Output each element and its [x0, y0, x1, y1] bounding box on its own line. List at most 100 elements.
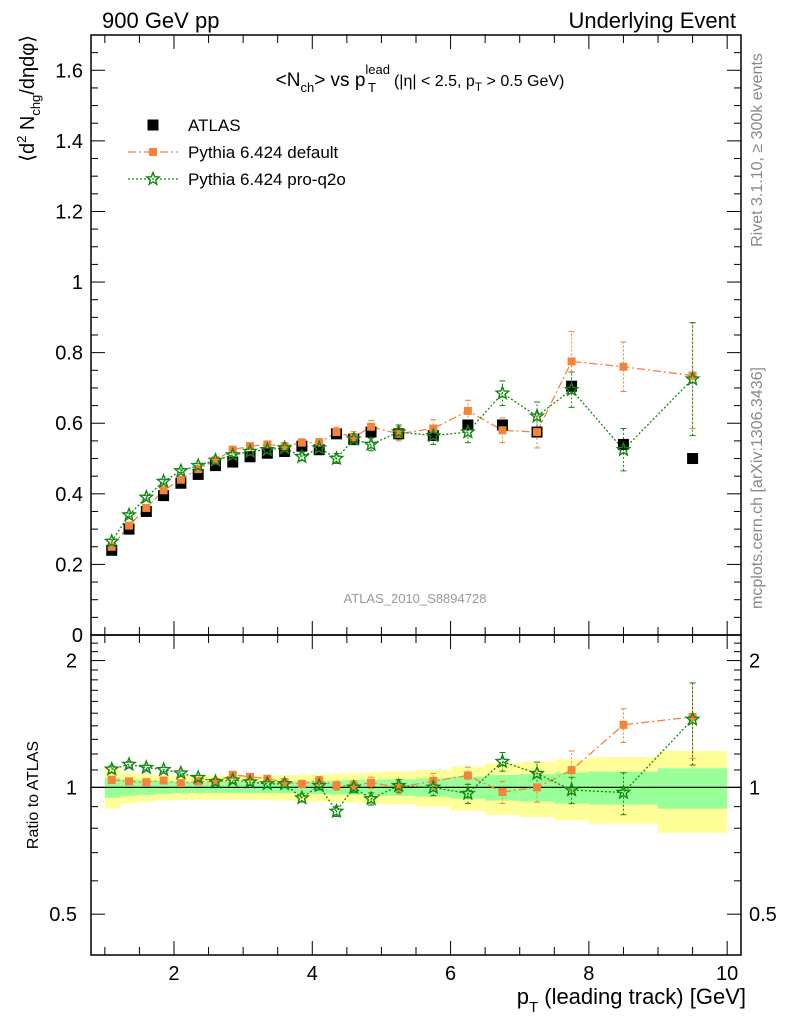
data-point-pythia-proq2o	[138, 488, 155, 505]
data-point-atlas	[365, 426, 377, 438]
data-point-atlas	[313, 444, 325, 456]
ratio-point-pythia-default	[533, 783, 542, 792]
data-point-pythia-proq2o	[242, 443, 259, 459]
data-point-pythia-proq2o	[103, 533, 120, 549]
data-point-pythia-default	[688, 371, 697, 380]
watermark-label: ATLAS_2010_S8894728	[344, 591, 487, 606]
data-point-atlas	[158, 490, 170, 502]
data-point-pythia-proq2o	[363, 435, 380, 452]
legend-marker	[149, 148, 157, 156]
data-point-pythia-proq2o	[684, 370, 701, 386]
ratio-point-pythia-proq2o	[242, 773, 259, 789]
data-point-pythia-proq2o	[425, 427, 442, 443]
data-point-pythia-default	[211, 456, 220, 465]
y-tick-label: 0.4	[55, 484, 83, 506]
data-point-atlas	[227, 456, 239, 468]
data-point-pythia-default	[280, 442, 289, 451]
y-tick-label: 0.6	[55, 413, 83, 435]
data-point-pythia-default	[349, 433, 358, 442]
data-point-pythia-proq2o	[459, 423, 476, 439]
ratio-point-pythia-proq2o	[615, 784, 632, 800]
data-point-pythia-proq2o	[615, 441, 632, 457]
y-axis-label: ⟨d2 Nchg/dηdφ⟩	[14, 35, 43, 162]
data-point-atlas	[244, 451, 256, 463]
ratio-point-pythia-default	[176, 779, 185, 788]
data-point-pythia-default	[297, 438, 306, 447]
ratio-point-pythia-proq2o	[121, 756, 138, 772]
mcplots-reference-text: mcplots.cern.ch [arXiv:1306.3436]	[749, 367, 766, 609]
ratio-point-pythia-proq2o	[276, 775, 293, 791]
ratio-point-pythia-default	[394, 783, 403, 792]
ratio-point-pythia-default	[498, 788, 507, 797]
ratio-point-pythia-default	[688, 712, 697, 721]
x-tick-label: 6	[445, 963, 456, 985]
ratio-point-pythia-proq2o	[207, 773, 224, 789]
y-tick-label: 0.8	[55, 343, 83, 365]
legend: ATLAS Pythia 6.424 default Pythia 6.424 pr…	[128, 116, 346, 189]
data-point-pythia-proq2o	[207, 451, 224, 468]
data-point-pythia-default	[125, 521, 134, 530]
ratio-point-pythia-default	[567, 766, 576, 775]
ratio-point-pythia-default	[142, 778, 151, 787]
ratio-point-pythia-proq2o	[293, 789, 310, 805]
ratio-point-pythia-proq2o	[494, 753, 511, 769]
ratio-point-pythia-proq2o	[224, 771, 241, 787]
uncertainty-band-inner	[658, 768, 728, 809]
data-point-pythia-default	[332, 428, 341, 437]
data-point-pythia-default	[463, 406, 472, 415]
ratio-point-pythia-default	[125, 777, 134, 786]
ratio-point-pythia-proq2o	[172, 764, 189, 780]
data-point-pythia-proq2o	[276, 439, 293, 455]
data-point-pythia-proq2o	[172, 462, 189, 478]
x-axis-label: pT (leading track) [GeV]	[517, 984, 746, 1016]
ratio-point-pythia-proq2o	[103, 760, 120, 777]
data-point-pythia-default	[176, 475, 185, 484]
legend-label: ATLAS	[188, 116, 241, 135]
ratio-point-pythia-default	[367, 778, 376, 787]
ratio-point-pythia-default	[349, 781, 358, 790]
data-point-pythia-default	[159, 486, 168, 495]
data-point-pythia-default	[619, 362, 628, 371]
data-point-pythia-proq2o	[311, 439, 328, 455]
data-point-pythia-proq2o	[494, 384, 511, 401]
data-point-atlas	[427, 430, 439, 442]
data-point-atlas	[192, 468, 204, 480]
ratio-point-pythia-proq2o	[459, 785, 476, 801]
ratio-y-tick-label-right: 1	[749, 777, 760, 799]
data-point-pythia-default	[107, 542, 116, 551]
ratio-y-axis-label: Ratio to ATLAS	[25, 741, 42, 849]
y-tick-label: 0.2	[55, 554, 83, 576]
ratio-y-tick-label-right: 0.5	[749, 904, 777, 926]
series-line-pythia-default	[111, 360, 693, 548]
data-point-pythia-proq2o	[155, 473, 172, 489]
ratio-y-tick-label: 1	[66, 777, 77, 799]
ratio-point-pythia-default	[159, 776, 168, 785]
legend-marker	[144, 170, 162, 186]
data-point-atlas	[687, 453, 699, 465]
x-tick-label: 10	[716, 963, 738, 985]
ratio-point-pythia-proq2o	[155, 761, 172, 777]
ratio-point-pythia-proq2o	[345, 778, 362, 795]
ratio-y-tick-label-right: 2	[749, 651, 760, 673]
data-point-pythia-proq2o	[121, 506, 138, 522]
ratio-point-pythia-proq2o	[425, 778, 442, 795]
ratio-point-pythia-default	[211, 777, 220, 786]
rivet-version-text: Rivet 3.1.10, ≥ 300k events	[749, 53, 766, 247]
data-point-pythia-default	[498, 426, 507, 435]
ratio-line-pythia-proq2o	[111, 718, 694, 813]
ratio-point-pythia-default	[280, 778, 289, 787]
ratio-point-pythia-default	[332, 781, 341, 790]
y-tick-label: 1.2	[55, 201, 83, 223]
data-point-pythia-default	[367, 422, 376, 431]
data-point-pythia-proq2o	[190, 457, 207, 473]
ratio-plot-panel: 2 4 6 8 10 0.5 0.5 1 1 2 2 Ratio to ATLAS	[25, 634, 777, 985]
ratio-point-pythia-default	[297, 779, 306, 788]
uncertainty-band-inner	[588, 771, 659, 805]
legend-marker	[147, 119, 159, 131]
data-point-pythia-proq2o	[345, 430, 362, 446]
ratio-point-pythia-default	[194, 777, 203, 786]
ratio-y-tick-label: 2	[66, 651, 77, 673]
header-right: Underlying Event	[568, 8, 736, 33]
ratio-point-pythia-proq2o	[328, 802, 345, 819]
y-tick-label: 1.6	[55, 60, 83, 82]
